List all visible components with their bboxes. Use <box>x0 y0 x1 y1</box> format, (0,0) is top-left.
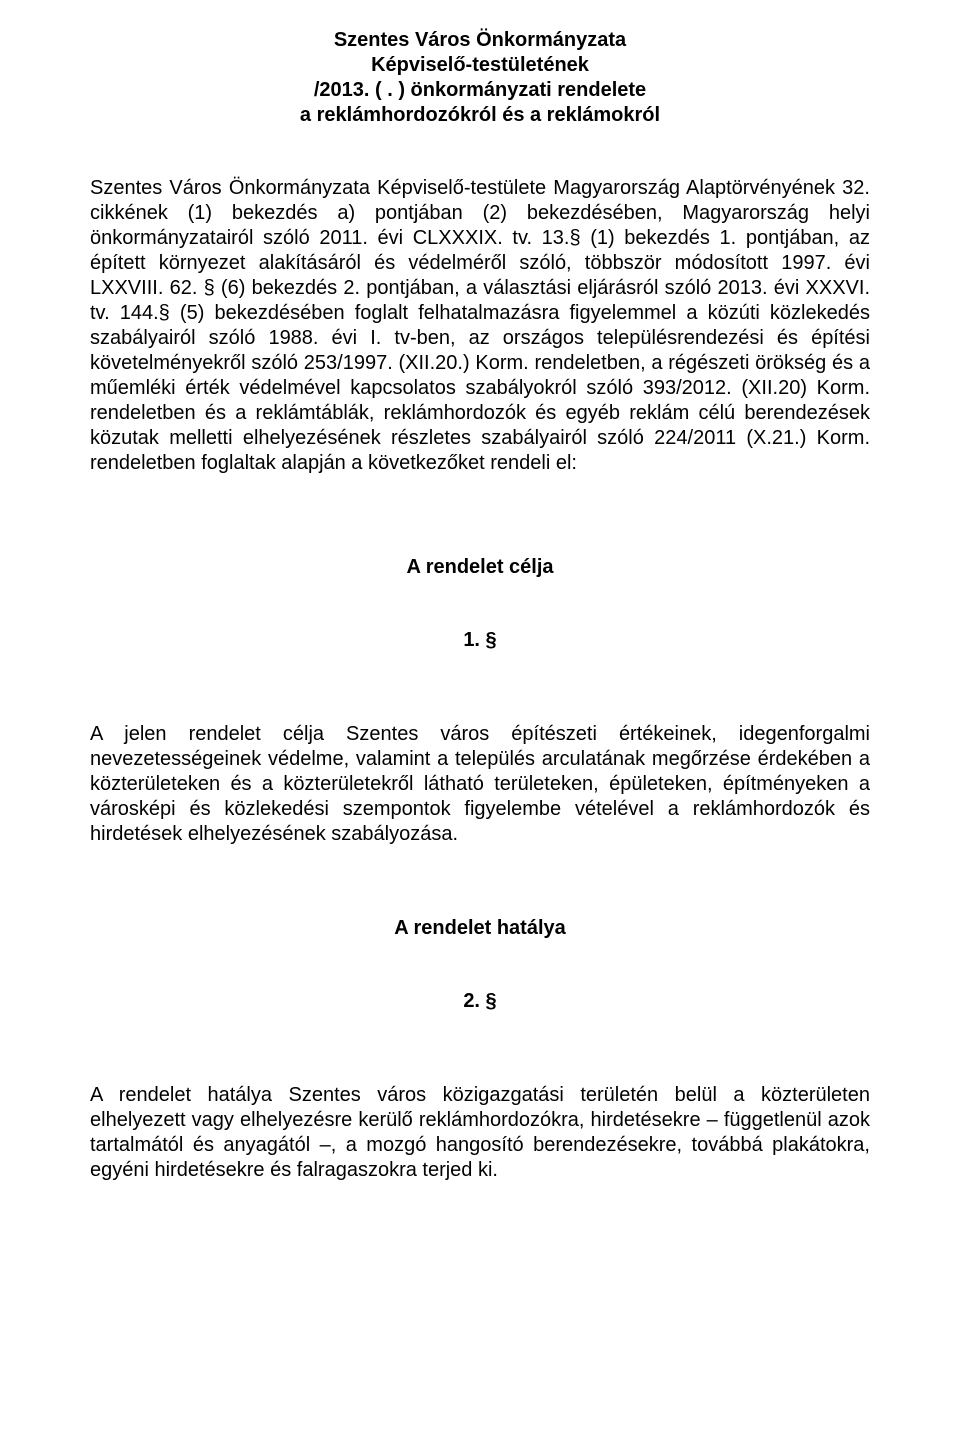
preamble-paragraph: Szentes Város Önkormányzata Képviselő-te… <box>90 176 870 476</box>
title-line-2: Képviselő-testületének <box>90 53 870 78</box>
title-line-4: a reklámhordozókról és a reklámokról <box>90 103 870 128</box>
section-1-number: 1. § <box>90 629 870 652</box>
title-line-1: Szentes Város Önkormányzata <box>90 28 870 53</box>
section-2-number: 2. § <box>90 990 870 1013</box>
document-page: Szentes Város Önkormányzata Képviselő-te… <box>0 0 960 1436</box>
section-2-heading: A rendelet hatálya <box>90 917 870 940</box>
title-line-3: /2013. ( . ) önkormányzati rendelete <box>90 78 870 103</box>
document-title-block: Szentes Város Önkormányzata Képviselő-te… <box>90 28 870 128</box>
section-1-body: A jelen rendelet célja Szentes város épí… <box>90 722 870 847</box>
section-2-body: A rendelet hatálya Szentes város közigaz… <box>90 1083 870 1183</box>
section-1-heading: A rendelet célja <box>90 556 870 579</box>
